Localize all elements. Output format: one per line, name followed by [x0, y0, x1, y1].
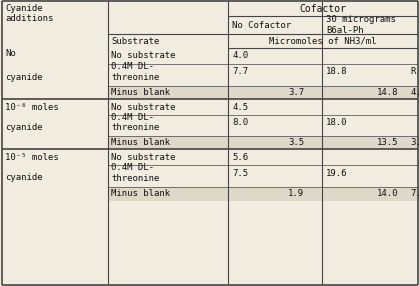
- Text: No substrate: No substrate: [111, 51, 176, 61]
- Text: 10⁻⁶ moles: 10⁻⁶ moles: [5, 102, 59, 112]
- Text: Cyanide
additions: Cyanide additions: [5, 4, 53, 23]
- Text: 18.0: 18.0: [326, 118, 347, 127]
- Bar: [108, 136, 418, 149]
- Text: 0.4M DL-
threonine: 0.4M DL- threonine: [111, 163, 159, 183]
- Text: No substrate: No substrate: [111, 102, 176, 112]
- Text: 19.6: 19.6: [326, 168, 347, 178]
- Text: Cofactor: Cofactor: [300, 3, 347, 13]
- Text: Minus blank: Minus blank: [111, 138, 170, 147]
- Text: 14.8: 14.8: [377, 88, 398, 97]
- Text: 13.5: 13.5: [377, 138, 398, 147]
- Text: 14.0: 14.0: [377, 190, 398, 198]
- Text: No: No: [5, 49, 16, 59]
- Text: R: R: [410, 67, 415, 76]
- Text: 3.7: 3.7: [288, 88, 304, 97]
- Text: 4.5: 4.5: [232, 102, 248, 112]
- Text: 7.4: 7.4: [410, 190, 419, 198]
- Text: Minus blank: Minus blank: [111, 88, 170, 97]
- Text: 1.9: 1.9: [288, 190, 304, 198]
- Text: 10⁻⁵ moles: 10⁻⁵ moles: [5, 152, 59, 162]
- Text: 0.4M DL-
threonine: 0.4M DL- threonine: [111, 62, 159, 82]
- Text: 5.6: 5.6: [232, 152, 248, 162]
- Text: 7.5: 7.5: [232, 168, 248, 178]
- Text: No substrate: No substrate: [111, 152, 176, 162]
- Text: cyanide: cyanide: [5, 72, 43, 82]
- Text: 7.7: 7.7: [232, 67, 248, 76]
- Text: 4.0: 4.0: [410, 88, 419, 97]
- Text: cyanide: cyanide: [5, 174, 43, 182]
- Bar: [108, 187, 418, 201]
- Text: 30 micrograms
B6al-Ph: 30 micrograms B6al-Ph: [326, 15, 396, 35]
- Text: Minus blank: Minus blank: [111, 190, 170, 198]
- Text: 8.0: 8.0: [232, 118, 248, 127]
- Text: No Cofactor: No Cofactor: [232, 21, 291, 29]
- Text: 0.4M DL-
threonine: 0.4M DL- threonine: [111, 113, 159, 132]
- Text: 3.5: 3.5: [288, 138, 304, 147]
- Text: Micromoles of NH3/ml: Micromoles of NH3/ml: [269, 37, 377, 45]
- Bar: [108, 86, 418, 99]
- Text: 3.9: 3.9: [410, 138, 419, 147]
- Text: cyanide: cyanide: [5, 123, 43, 132]
- Text: 4.0: 4.0: [232, 51, 248, 61]
- Text: Substrate: Substrate: [111, 37, 159, 45]
- Text: 18.8: 18.8: [326, 67, 347, 76]
